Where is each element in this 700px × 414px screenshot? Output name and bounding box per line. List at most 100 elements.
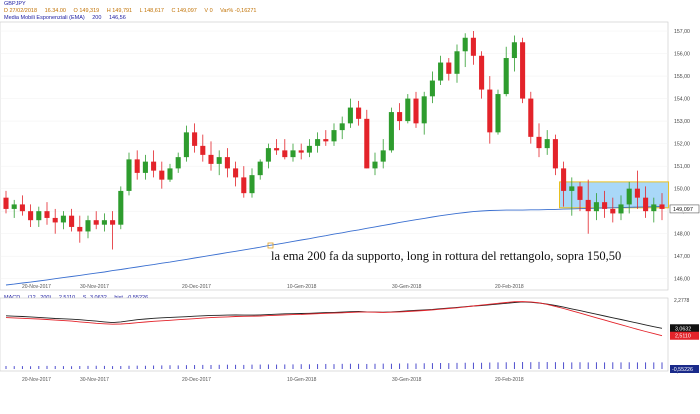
candle-body [118,190,124,225]
price-tick-label: 157,00 [674,29,690,35]
date-value: D 27/02/2018 [4,8,38,14]
candle-body [405,98,411,122]
candle-body [487,89,493,133]
candle-body [28,211,34,221]
candle-body [626,188,632,205]
macd-panel [0,297,669,372]
candle-body [3,197,9,209]
annotation-text: la ema 200 fa da supporto, long in rottu… [271,249,621,263]
candle-body [224,157,230,169]
candle-body [544,139,550,149]
candle-body [552,139,558,169]
x-tick-label: 20-Nov-2017 [22,284,51,290]
ema-period: 200 [92,15,102,21]
candle-body [69,215,75,227]
candle-body [610,208,616,214]
candle-body [470,37,476,56]
price-tick-label: 156,00 [674,52,690,58]
candle-body [520,42,526,99]
candle-body [44,211,50,218]
volume-value: V 0 [204,8,213,14]
x-tick-label: 30-Gen-2018 [392,377,422,383]
macd-value-box [670,324,699,333]
signal-value-label: 2,5110 [675,334,691,340]
candle-body [364,118,370,169]
support-rectangle [559,181,670,209]
candle-body [429,80,435,97]
macd-series-line [5,301,663,337]
candle-body [479,55,485,90]
last-price-box [669,204,700,214]
x-tick-label: 10-Gen-2018 [287,284,317,290]
candle-body [397,112,403,122]
macd-tick-label: 2,2778 [674,298,690,304]
candle-body [200,145,206,155]
candle-body [511,42,517,59]
hist-value-label: -0,55226 [672,367,693,373]
candle-body [536,136,542,149]
candle-body [413,98,419,124]
symbol-label: GBPJPY [4,1,26,7]
candle-body [192,132,198,146]
candle-body [593,202,599,212]
candle-body [52,217,58,223]
open-value: O 149,319 [73,8,100,14]
candle-body [585,199,591,212]
candle-body [19,204,25,212]
candle-body [142,161,148,173]
candle-body [380,150,386,162]
candle-body [495,94,501,133]
candle-body [577,186,583,200]
price-tick-label: 148,00 [674,232,690,238]
candle-body [208,154,214,164]
candle-body [347,107,353,124]
candle-body [462,37,468,52]
x-tick-label: 20-Feb-2018 [495,284,524,290]
macd-series-line [5,301,663,329]
candle-body [331,130,337,142]
low-value: L 148,617 [139,8,164,14]
candle-body [561,168,567,191]
candle-body [110,220,116,225]
candle-body [36,211,42,221]
price-tick-label: 152,00 [674,142,690,148]
price-tick-label: 150,00 [674,187,690,193]
candle-body [306,145,312,153]
candle-body [503,58,509,95]
candle-body [126,159,132,191]
chart-header: GBPJPY [4,1,32,7]
candle-body [60,215,66,223]
candle-body [659,204,665,209]
price-tick-label: 153,00 [674,119,690,125]
candle-body [528,98,534,137]
candle-body [282,150,288,158]
candle-body [421,96,427,124]
high-value: H 149,791 [106,8,133,14]
last-price-label: 149,097 [673,207,693,213]
time-value: 16.34.00 [44,8,66,14]
ema-header: Media Mobili Esponenziali (EMA) 200 146,… [4,15,132,21]
x-tick-label: 20-Nov-2017 [22,377,51,383]
x-tick-label: 30-Nov-2017 [80,377,109,383]
price-tick-label: 151,00 [674,164,690,170]
candle-body [315,139,321,146]
candle-body [249,175,255,194]
candle-body [274,148,280,151]
candle-body [183,132,189,158]
candle-body [602,202,608,209]
macd-value-label: 3,0632 [675,326,691,332]
signal-value-box [670,331,699,340]
candle-body [265,148,271,162]
x-tick-label: 20-Dec-2017 [182,377,211,383]
x-tick-label: 30-Nov-2017 [80,284,109,290]
close-value: C 149,097 [171,8,197,14]
ema200-line [5,205,663,286]
candle-body [438,62,444,81]
candle-body [372,161,378,169]
x-tick-label: 10-Gen-2018 [287,377,317,383]
candle-body [233,168,239,178]
candle-body [290,150,296,158]
candle-body [618,204,624,214]
candle-body [175,157,181,169]
